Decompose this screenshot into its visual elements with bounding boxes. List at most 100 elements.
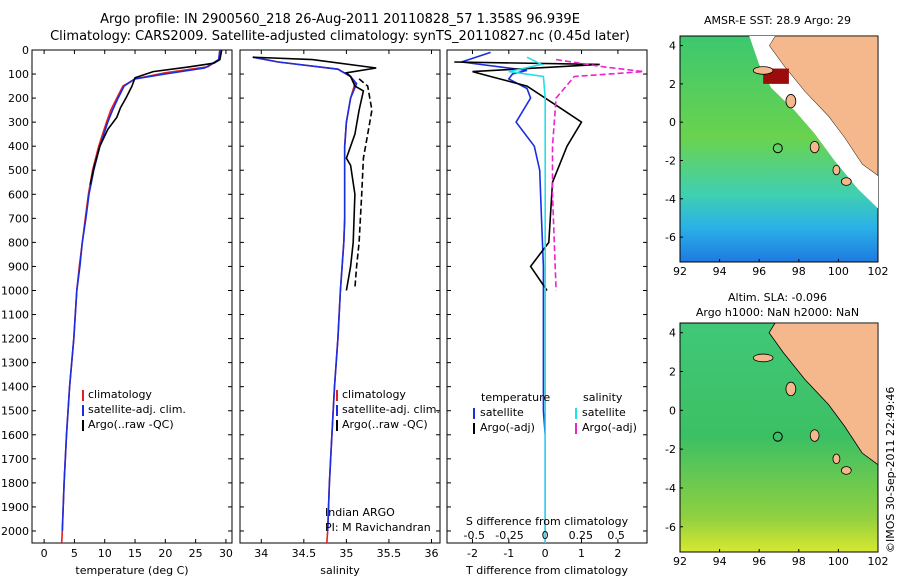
diff-top-tick-label: 0: [542, 529, 549, 542]
salinity-profile-xtick-label: 34: [254, 547, 268, 560]
sla-lon-label: 92: [673, 555, 687, 568]
temperature-profile-frame: [31, 49, 233, 544]
depth-tick-label: 400: [8, 140, 29, 153]
sst-island: [809, 140, 820, 154]
depth-tick-label: 1100: [1, 309, 29, 322]
temperature-profile-xlabel: temperature (deg C): [75, 564, 188, 577]
temperature-profile-series-argo: [89, 49, 223, 185]
sla-land-sumatra: [768, 322, 879, 466]
diff-top-tick-label: 0.25: [569, 529, 594, 542]
difference-profile-xtick-label: 2: [614, 547, 621, 560]
sst-lat-label: -4: [665, 193, 676, 206]
sla-island: [752, 353, 774, 363]
sla-lat-label: 0: [669, 404, 676, 417]
title-line-2: Climatology: CARS2009. Satellite-adjuste…: [50, 29, 630, 44]
difference-profile-series-S-argo: [551, 58, 644, 291]
depth-tick-label: 1400: [1, 381, 29, 394]
sst-lon-label: 92: [673, 265, 687, 278]
depth-tick-label: 300: [8, 116, 29, 129]
sst-island: [840, 177, 852, 186]
sla-island: [809, 429, 820, 442]
depth-tick-label: 800: [8, 236, 29, 249]
sst-lon-label: 94: [713, 265, 727, 278]
diff-legend-label: satellite: [480, 406, 524, 419]
diff-legend-temp-title: temperature: [481, 391, 550, 404]
temperature-profile-xtick-label: 30: [219, 547, 233, 560]
sla-float-marker: [772, 431, 783, 442]
depth-tick-label: 200: [8, 92, 29, 105]
depth-tick-label: 1500: [1, 405, 29, 418]
sst-lon-label: 96: [752, 265, 766, 278]
sla-lat-label: 4: [669, 327, 676, 340]
salinity-profile-xtick-label: 34.5: [292, 547, 317, 560]
depth-tick-label: 1900: [1, 501, 29, 514]
temperature-profile-legend-label: satellite-adj. clim.: [88, 403, 186, 416]
temperature-profile-xtick-label: 5: [71, 547, 78, 560]
depth-tick-label: 100: [8, 68, 29, 81]
temperature-profile-xtick-label: 20: [158, 547, 172, 560]
difference-profile-xtick-label: -2: [467, 547, 478, 560]
depth-tick-label: 1700: [1, 453, 29, 466]
temperature-profile-xtick-label: 25: [189, 547, 203, 560]
temperature-profile-xtick-label: 10: [98, 547, 112, 560]
temperature-profile-xtick-label: 0: [41, 547, 48, 560]
sla-lat-label: -2: [665, 443, 676, 456]
diff-legend-label: satellite: [582, 406, 626, 419]
sst-lat-label: -6: [665, 231, 676, 244]
sst-lon-label: 98: [792, 265, 806, 278]
sla-lat-label: -4: [665, 482, 676, 495]
sst-lat-label: -2: [665, 154, 676, 167]
difference-profile-xtick-label: 0: [542, 547, 549, 560]
sst-island: [832, 164, 841, 176]
sla-lat-label: -6: [665, 521, 676, 534]
sst-lat-label: 4: [669, 40, 676, 53]
sla-island: [785, 381, 797, 397]
sst-island: [785, 94, 797, 109]
diff-legend-label: Argo(-adj): [582, 421, 637, 434]
depth-tick-label: 700: [8, 212, 29, 225]
sla-lon-label: 96: [752, 555, 766, 568]
sla-lon-label: 98: [792, 555, 806, 568]
sst-float-marker: [772, 143, 783, 154]
salinity-profile-legend-label: Argo(..raw -QC): [342, 418, 428, 431]
owner-annotation-1: Indian ARGO: [325, 506, 395, 519]
diff-legend-label: Argo(-adj): [480, 421, 535, 434]
owner-annotation-2: PI: M Ravichandran: [325, 521, 431, 534]
difference-profile-frame: [446, 49, 648, 544]
sst-lat-label: 2: [669, 78, 676, 91]
depth-tick-label: 600: [8, 188, 29, 201]
salinity-profile-xtick-label: 36: [424, 547, 438, 560]
sst-land-sumatra: [768, 35, 879, 177]
depth-tick-label: 500: [8, 164, 29, 177]
depth-tick-label: 1200: [1, 333, 29, 346]
sst-lon-label: 102: [868, 265, 889, 278]
title-line-1: Argo profile: IN 2900560_218 26-Aug-2011…: [100, 12, 580, 27]
salinity-profile-xtick-label: 35: [339, 547, 353, 560]
difference-profile-xlabel: T difference from climatology: [465, 564, 628, 577]
diff-legend-sal-title: salinity: [583, 391, 623, 404]
depth-tick-label: 1300: [1, 357, 29, 370]
depth-tick-label: 1800: [1, 477, 29, 490]
sla-lon-label: 100: [828, 555, 849, 568]
sla-lon-label: 102: [868, 555, 889, 568]
sst-island: [752, 66, 774, 75]
salinity-profile-series-argo-adj: [354, 78, 373, 289]
sla-island: [840, 466, 852, 475]
sla-lat-label: 2: [669, 366, 676, 379]
depth-tick-label: 2000: [1, 525, 29, 538]
sst-lat-label: 0: [669, 116, 676, 129]
sst-map-title: AMSR-E SST: 28.9 Argo: 29: [703, 14, 852, 27]
depth-tick-label: 1000: [1, 284, 29, 297]
sla-lon-label: 94: [713, 555, 727, 568]
diff-top-tick-label: 0.5: [607, 529, 625, 542]
depth-tick-label: 0: [22, 44, 29, 57]
sla-map-title-2: Argo h1000: NaN h2000: NaN: [695, 306, 860, 319]
salinity-profile-legend-label: satellite-adj. clim.: [342, 403, 440, 416]
sst-lon-label: 100: [828, 265, 849, 278]
salinity-profile-xlabel: salinity: [320, 564, 360, 577]
difference-profile-series-S-satellite: [508, 56, 547, 543]
difference-profile-xtick-label: 1: [578, 547, 585, 560]
difference-profile-xtick-label: -1: [503, 547, 514, 560]
sla-island: [832, 453, 841, 465]
temperature-profile-legend-label: climatology: [88, 388, 152, 401]
